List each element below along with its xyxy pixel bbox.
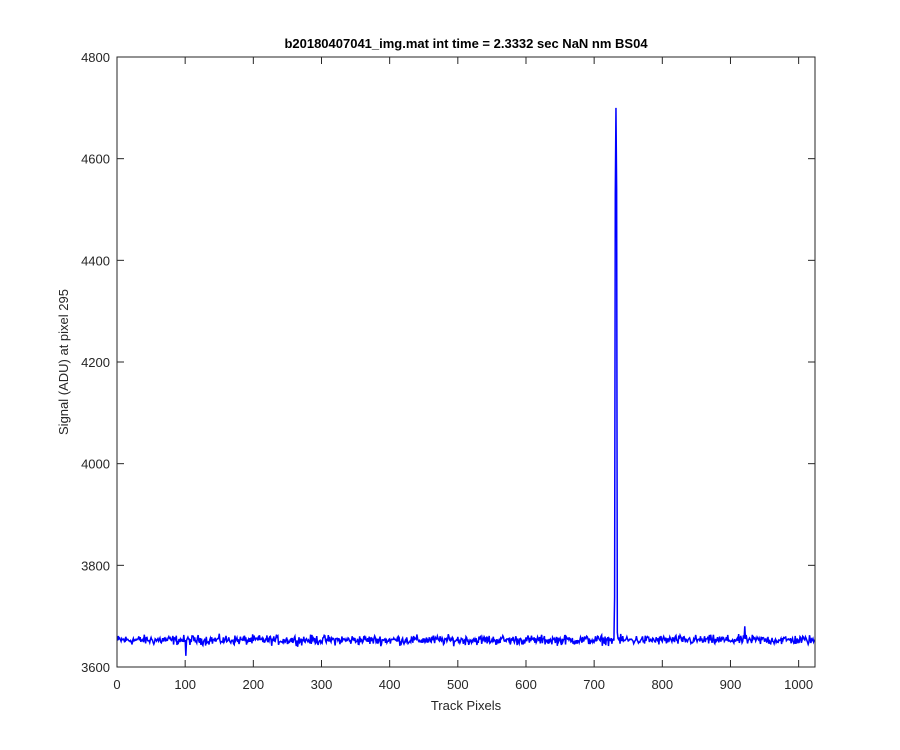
x-tick-label: 800 xyxy=(651,677,673,692)
y-axis-label: Signal (ADU) at pixel 295 xyxy=(56,289,71,435)
y-tick-label: 3800 xyxy=(81,558,110,573)
x-tick-label: 700 xyxy=(583,677,605,692)
y-tick-label: 4600 xyxy=(81,152,110,167)
y-tick-label: 4200 xyxy=(81,355,110,370)
x-tick-label: 0 xyxy=(113,677,120,692)
x-tick-label: 200 xyxy=(242,677,264,692)
y-tick-label: 4400 xyxy=(81,253,110,268)
x-tick-label: 100 xyxy=(174,677,196,692)
x-tick-label: 900 xyxy=(720,677,742,692)
series-line xyxy=(116,107,816,656)
x-tick-label: 1000 xyxy=(784,677,813,692)
chart-title: b20180407041_img.mat int time = 2.3332 s… xyxy=(284,36,648,51)
x-tick-label: 400 xyxy=(379,677,401,692)
x-axis-label: Track Pixels xyxy=(431,698,502,713)
y-tick-label: 3600 xyxy=(81,660,110,675)
plot-frame xyxy=(116,56,816,668)
plot-area: 0 100 200 300 400 500 600 700 800 900 1000 3600 3800… xyxy=(81,50,816,692)
x-tick-label: 300 xyxy=(311,677,333,692)
x-tick-label: 600 xyxy=(515,677,537,692)
x-tick-label: 500 xyxy=(447,677,469,692)
y-tick-label: 4800 xyxy=(81,50,110,65)
y-tick-label: 4000 xyxy=(81,457,110,472)
